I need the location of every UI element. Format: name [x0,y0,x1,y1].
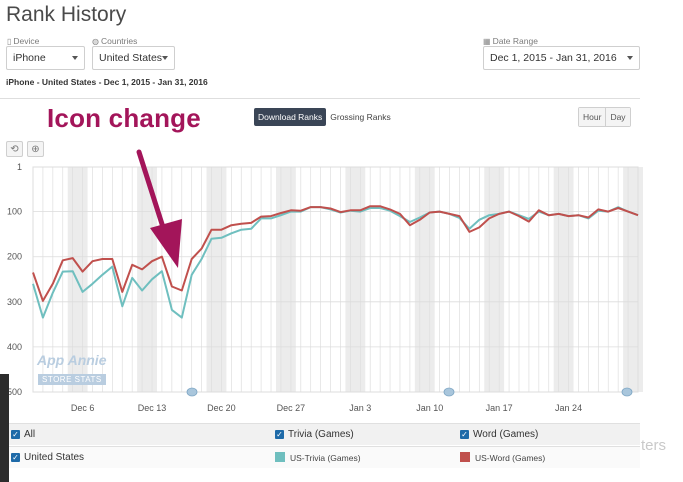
download-ranks-button[interactable]: Download Ranks [254,108,327,126]
device-select[interactable]: iPhone [6,46,85,70]
weekend-band [553,167,574,392]
series-line-us-trivia-games [32,206,639,319]
checkbox-trivia-group[interactable]: ✓ [275,430,284,439]
reset-zoom-button[interactable]: ⟲ [6,141,23,157]
x-tick-label: Jan 3 [349,403,371,413]
date-range-label: ▦ Date Range [483,36,538,46]
reset-zoom-icon: ⟲ [10,143,19,155]
checkbox-word-group[interactable]: ✓ [460,430,469,439]
y-tick-label: 300 [7,297,22,307]
phone-icon: ▯ [7,36,12,46]
trivia-swatch[interactable] [275,452,285,462]
x-tick-label: Dec 20 [207,403,236,413]
weekend-band [484,167,505,392]
divider [0,98,640,99]
calendar-icon: ▦ [483,36,491,46]
grossing-ranks-button[interactable]: Grossing Ranks [330,112,391,122]
chevron-down-icon [162,56,168,60]
event-marker-icon [443,387,455,397]
weekend-band [623,167,643,392]
chevron-down-icon [627,56,633,60]
legend-series-row: ✓ United States US-Trivia (Games) US-Wor… [0,446,640,468]
legend-group-row: ✓ All ✓ Trivia (Games) ✓ Word (Games) [0,423,640,445]
date-range-select[interactable]: Dec 1, 2015 - Jan 31, 2016 [483,46,640,70]
background-edge [0,374,9,482]
zoom-icon: ⊕ [31,143,40,155]
background-text: ters [641,437,667,454]
hour-button[interactable]: Hour [579,108,606,126]
y-axis-labels: 1 100 200 300 400 500 [7,162,22,397]
checkbox-united-states[interactable]: ✓ [11,453,20,462]
weekend-band [414,167,435,392]
vertical-gridlines [32,167,639,392]
checkbox-all[interactable]: ✓ [11,430,20,439]
event-marker-icon [621,387,633,397]
y-tick-label: 1 [17,162,22,172]
zoom-button[interactable]: ⊕ [27,141,44,157]
app-annie-watermark: App Annie [37,352,107,368]
event-marker-icon [186,387,198,397]
countries-label: ◍ Countries [92,36,138,46]
legend-word-series-label: US-Word (Games) [475,453,546,463]
chevron-down-icon [72,56,78,60]
y-tick-label: 500 [7,387,22,397]
annotation-arrow [136,149,182,268]
x-tick-label: Dec 27 [277,403,306,413]
x-tick-label: Jan 24 [555,403,582,413]
y-tick-label: 100 [7,207,22,217]
weekend-band [345,167,366,392]
x-tick-label: Dec 13 [138,403,167,413]
x-axis-labels: Dec 6 Dec 13 Dec 20 Dec 27 Jan 3 Jan 10 Jan 17… [71,403,582,413]
weekend-band [206,167,227,392]
device-label: ▯ Device [7,36,40,46]
event-markers [186,387,633,397]
word-swatch[interactable] [460,452,470,462]
legend-all-label: All [24,429,36,440]
report-subtitle: iPhone - United States - Dec 1, 2015 - J… [6,77,208,87]
legend-word-group-label: Word (Games) [473,429,539,440]
store-stats-badge: STORE STATS [38,374,106,385]
granularity-toggle: Hour Day [578,107,631,127]
countries-select[interactable]: United States [92,46,175,70]
annotation-text: Icon change [47,103,201,133]
series-line-us-word-games [32,205,639,302]
legend-country-label: United States [24,452,85,463]
series-lines [32,205,639,319]
y-tick-label: 200 [7,252,22,262]
x-tick-label: Jan 17 [486,403,513,413]
globe-icon: ◍ [92,36,99,46]
legend-trivia-series-label: US-Trivia (Games) [290,453,361,463]
rank-type-toggle: Download Ranks Grossing Ranks [254,108,395,126]
horizontal-gridlines [33,166,638,393]
page-title: Rank History [6,3,127,26]
day-button[interactable]: Day [605,108,630,126]
weekend-band [275,167,296,392]
x-tick-label: Dec 6 [71,403,95,413]
weekend-bands [32,166,643,393]
legend-trivia-group-label: Trivia (Games) [288,429,354,440]
plot-frame [32,166,639,393]
x-tick-label: Jan 10 [416,403,443,413]
y-tick-label: 400 [7,342,22,352]
